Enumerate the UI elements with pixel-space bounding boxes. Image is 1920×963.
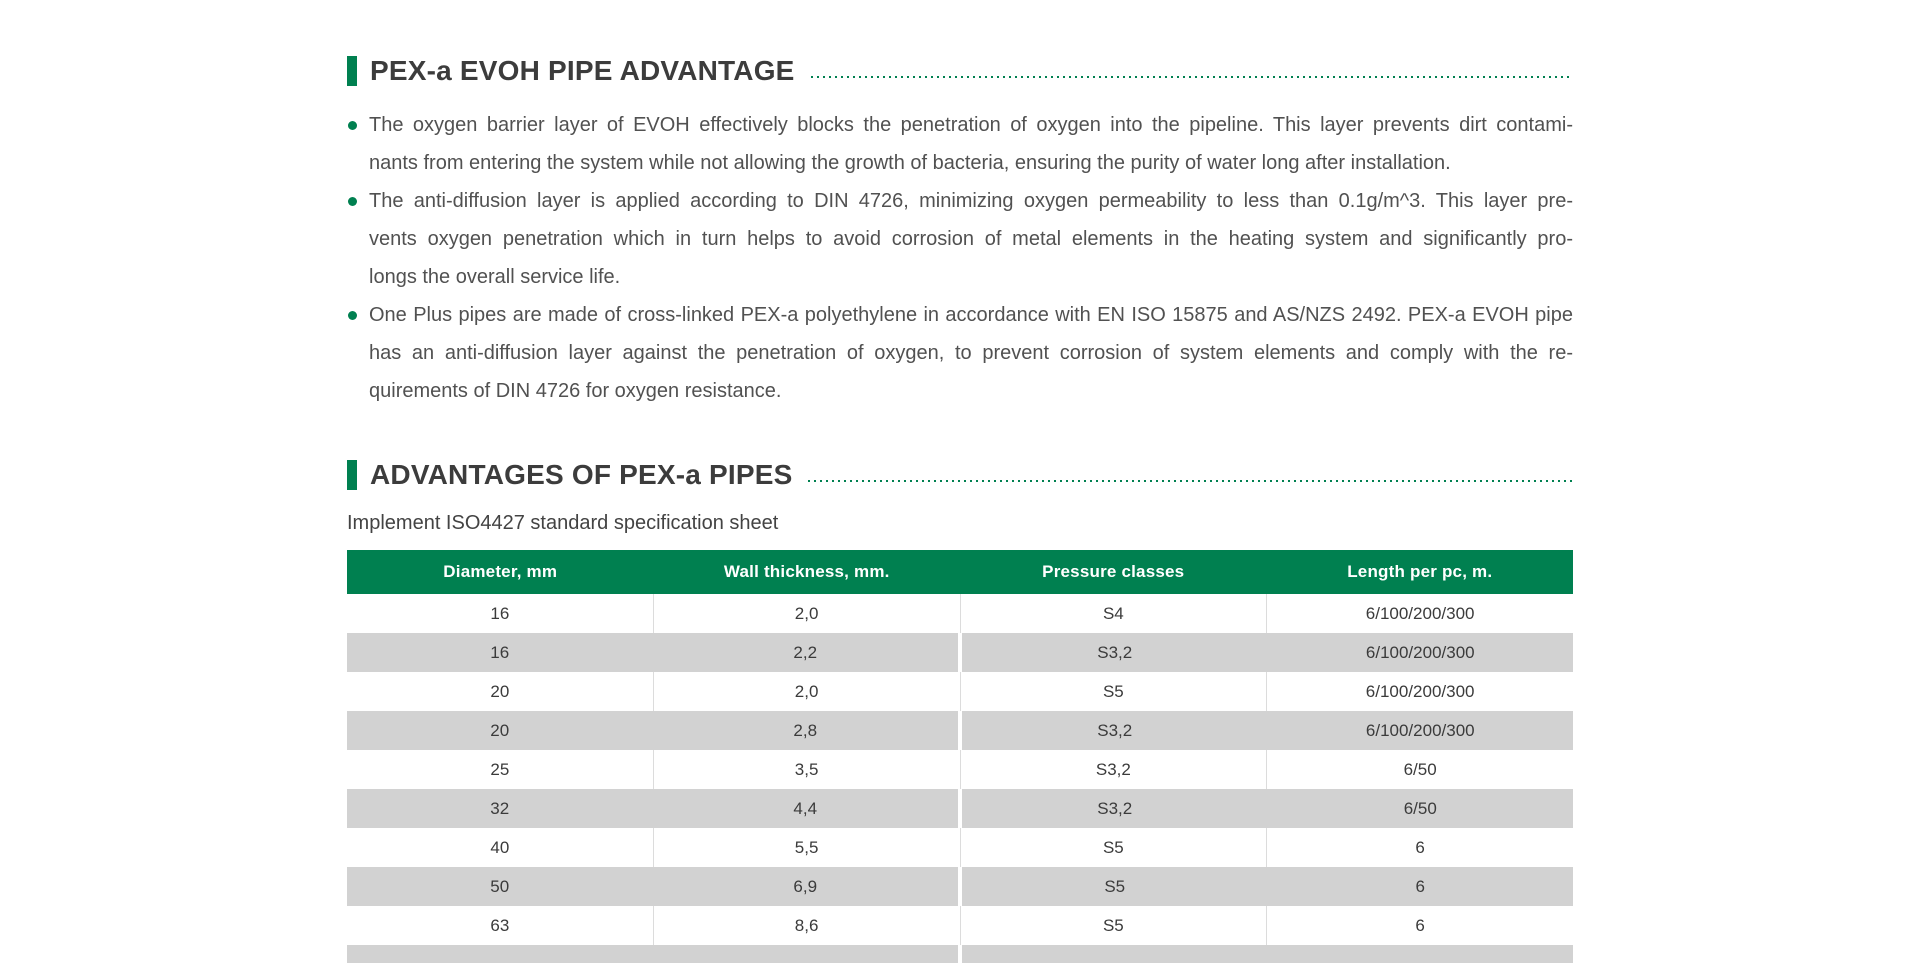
column-header-diameter: Diameter, mm <box>443 562 558 581</box>
bullet-line: One Plus pipes are made of cross-linked … <box>369 304 1573 326</box>
cell-diameter: 25 <box>490 759 510 779</box>
table-row: 50 6,9 S5 6 <box>347 867 1573 906</box>
cell-wall-thickness: 2,0 <box>652 672 960 711</box>
bullet-dot-icon <box>348 311 357 320</box>
bullet-line: The oxygen barrier layer of EVOH effecti… <box>369 114 1573 136</box>
cell-pressure-class: S3,2 <box>958 633 1268 672</box>
cell-diameter: 40 <box>490 837 510 857</box>
table-row: 40 5,5 S5 6 <box>347 828 1573 867</box>
bullet-text: The anti-diffusion layer is applied acco… <box>369 182 1573 296</box>
bullet-item: The oxygen barrier layer of EVOH effecti… <box>347 106 1573 182</box>
advantage-bullet-list: The oxygen barrier layer of EVOH effecti… <box>347 106 1573 410</box>
spec-table: Diameter, mm Wall thickness, mm. Pressur… <box>347 550 1573 963</box>
cell-length: 6/100/200/300 <box>1365 720 1475 740</box>
cell-pressure-class: S5 <box>959 828 1267 867</box>
cell-pressure-class: S3,2 <box>958 711 1268 750</box>
table-row-partial <box>347 945 1573 963</box>
cell-diameter: 50 <box>490 876 510 896</box>
cell-wall-thickness: 5,5 <box>652 828 960 867</box>
cell-diameter: 20 <box>490 720 510 740</box>
bullet-dot-icon <box>348 197 357 206</box>
section-title: PEX-a EVOH PIPE ADVANTAGE <box>370 55 795 86</box>
cell-length: 6/100/200/300 <box>1266 594 1573 633</box>
cell-wall-thickness: 3,5 <box>652 750 960 789</box>
table-row: 16 2,0 S4 6/100/200/300 <box>347 594 1573 633</box>
dotted-divider-line <box>810 76 1573 78</box>
table-caption: Implement ISO4427 standard specification… <box>347 512 779 534</box>
column-header-wall-thickness: Wall thickness, mm. <box>723 562 890 581</box>
cell-diameter: 63 <box>490 915 510 935</box>
cell-wall-thickness: 2,2 <box>793 642 818 662</box>
content-column: PEX-a EVOH PIPE ADVANTAGE The oxygen bar… <box>347 0 1573 963</box>
cell-diameter: 20 <box>490 681 510 701</box>
table-row: 25 3,5 S3,2 6/50 <box>347 750 1573 789</box>
table-header-row: Diameter, mm Wall thickness, mm. Pressur… <box>347 550 1573 594</box>
dotted-divider-line <box>808 480 1573 482</box>
section-title: ADVANTAGES OF PEX-a PIPES <box>370 459 793 490</box>
section-heading-pexa-evoh: PEX-a EVOH PIPE ADVANTAGE <box>347 54 1573 88</box>
cell-length: 6 <box>1266 906 1573 945</box>
cell-wall-thickness: 6,9 <box>793 876 818 896</box>
cell-pressure-class: S3,2 <box>959 750 1267 789</box>
cell-wall-thickness: 4,4 <box>793 798 818 818</box>
bullet-line: longs the overall service life. <box>369 266 621 288</box>
cell-length: 6/100/200/300 <box>1266 672 1573 711</box>
bullet-text: The oxygen barrier layer of EVOH effecti… <box>369 106 1573 182</box>
table-row: 32 4,4 S3,2 6/50 <box>347 789 1573 828</box>
section-heading-advantages: ADVANTAGES OF PEX-a PIPES <box>347 458 1573 492</box>
cell-length: 6/50 <box>1403 798 1437 818</box>
cell-pressure-class: S4 <box>959 594 1267 633</box>
bullet-line: The anti-diffusion layer is applied acco… <box>369 190 1573 212</box>
bullet-dot-icon <box>348 121 357 130</box>
cell-length: 6/100/200/300 <box>1365 642 1475 662</box>
table-row: 63 8,6 S5 6 <box>347 906 1573 945</box>
cell-pressure-class: S5 <box>959 672 1267 711</box>
bullet-line: nants from entering the system while not… <box>369 152 1451 174</box>
cell-pressure-class: S5 <box>958 867 1268 906</box>
section-advantages-pexa-pipes: ADVANTAGES OF PEX-a PIPES Implement ISO4… <box>347 458 1573 963</box>
table-row: 20 2,8 S3,2 6/100/200/300 <box>347 711 1573 750</box>
cell-length: 6 <box>1266 828 1573 867</box>
heading-accent-bar <box>347 460 357 490</box>
bullet-line: quirements of DIN 4726 for oxygen resist… <box>369 380 782 402</box>
column-header-length-per-pc: Length per pc, m. <box>1347 562 1493 581</box>
cell-pressure-class: S5 <box>959 906 1267 945</box>
bullet-text: One Plus pipes are made of cross-linked … <box>369 296 1573 410</box>
bullet-item: One Plus pipes are made of cross-linked … <box>347 296 1573 410</box>
table-row: 20 2,0 S5 6/100/200/300 <box>347 672 1573 711</box>
cell-wall-thickness: 2,8 <box>793 720 818 740</box>
bullet-item: The anti-diffusion layer is applied acco… <box>347 182 1573 296</box>
cell-wall-thickness: 2,0 <box>652 594 960 633</box>
heading-accent-bar <box>347 56 357 86</box>
cell-wall-thickness: 8,6 <box>652 906 960 945</box>
bullet-line: vents oxygen penetration which in turn h… <box>369 228 1573 250</box>
cell-pressure-class: S3,2 <box>958 789 1268 828</box>
cell-diameter: 16 <box>490 642 510 662</box>
cell-diameter: 32 <box>490 798 510 818</box>
cell-length: 6 <box>1415 876 1425 896</box>
cell-length: 6/50 <box>1266 750 1573 789</box>
bullet-line: has an anti-diffusion layer against the … <box>369 342 1573 364</box>
cell-diameter: 16 <box>490 603 510 623</box>
column-header-pressure-classes: Pressure classes <box>1042 562 1185 581</box>
table-row: 16 2,2 S3,2 6/100/200/300 <box>347 633 1573 672</box>
